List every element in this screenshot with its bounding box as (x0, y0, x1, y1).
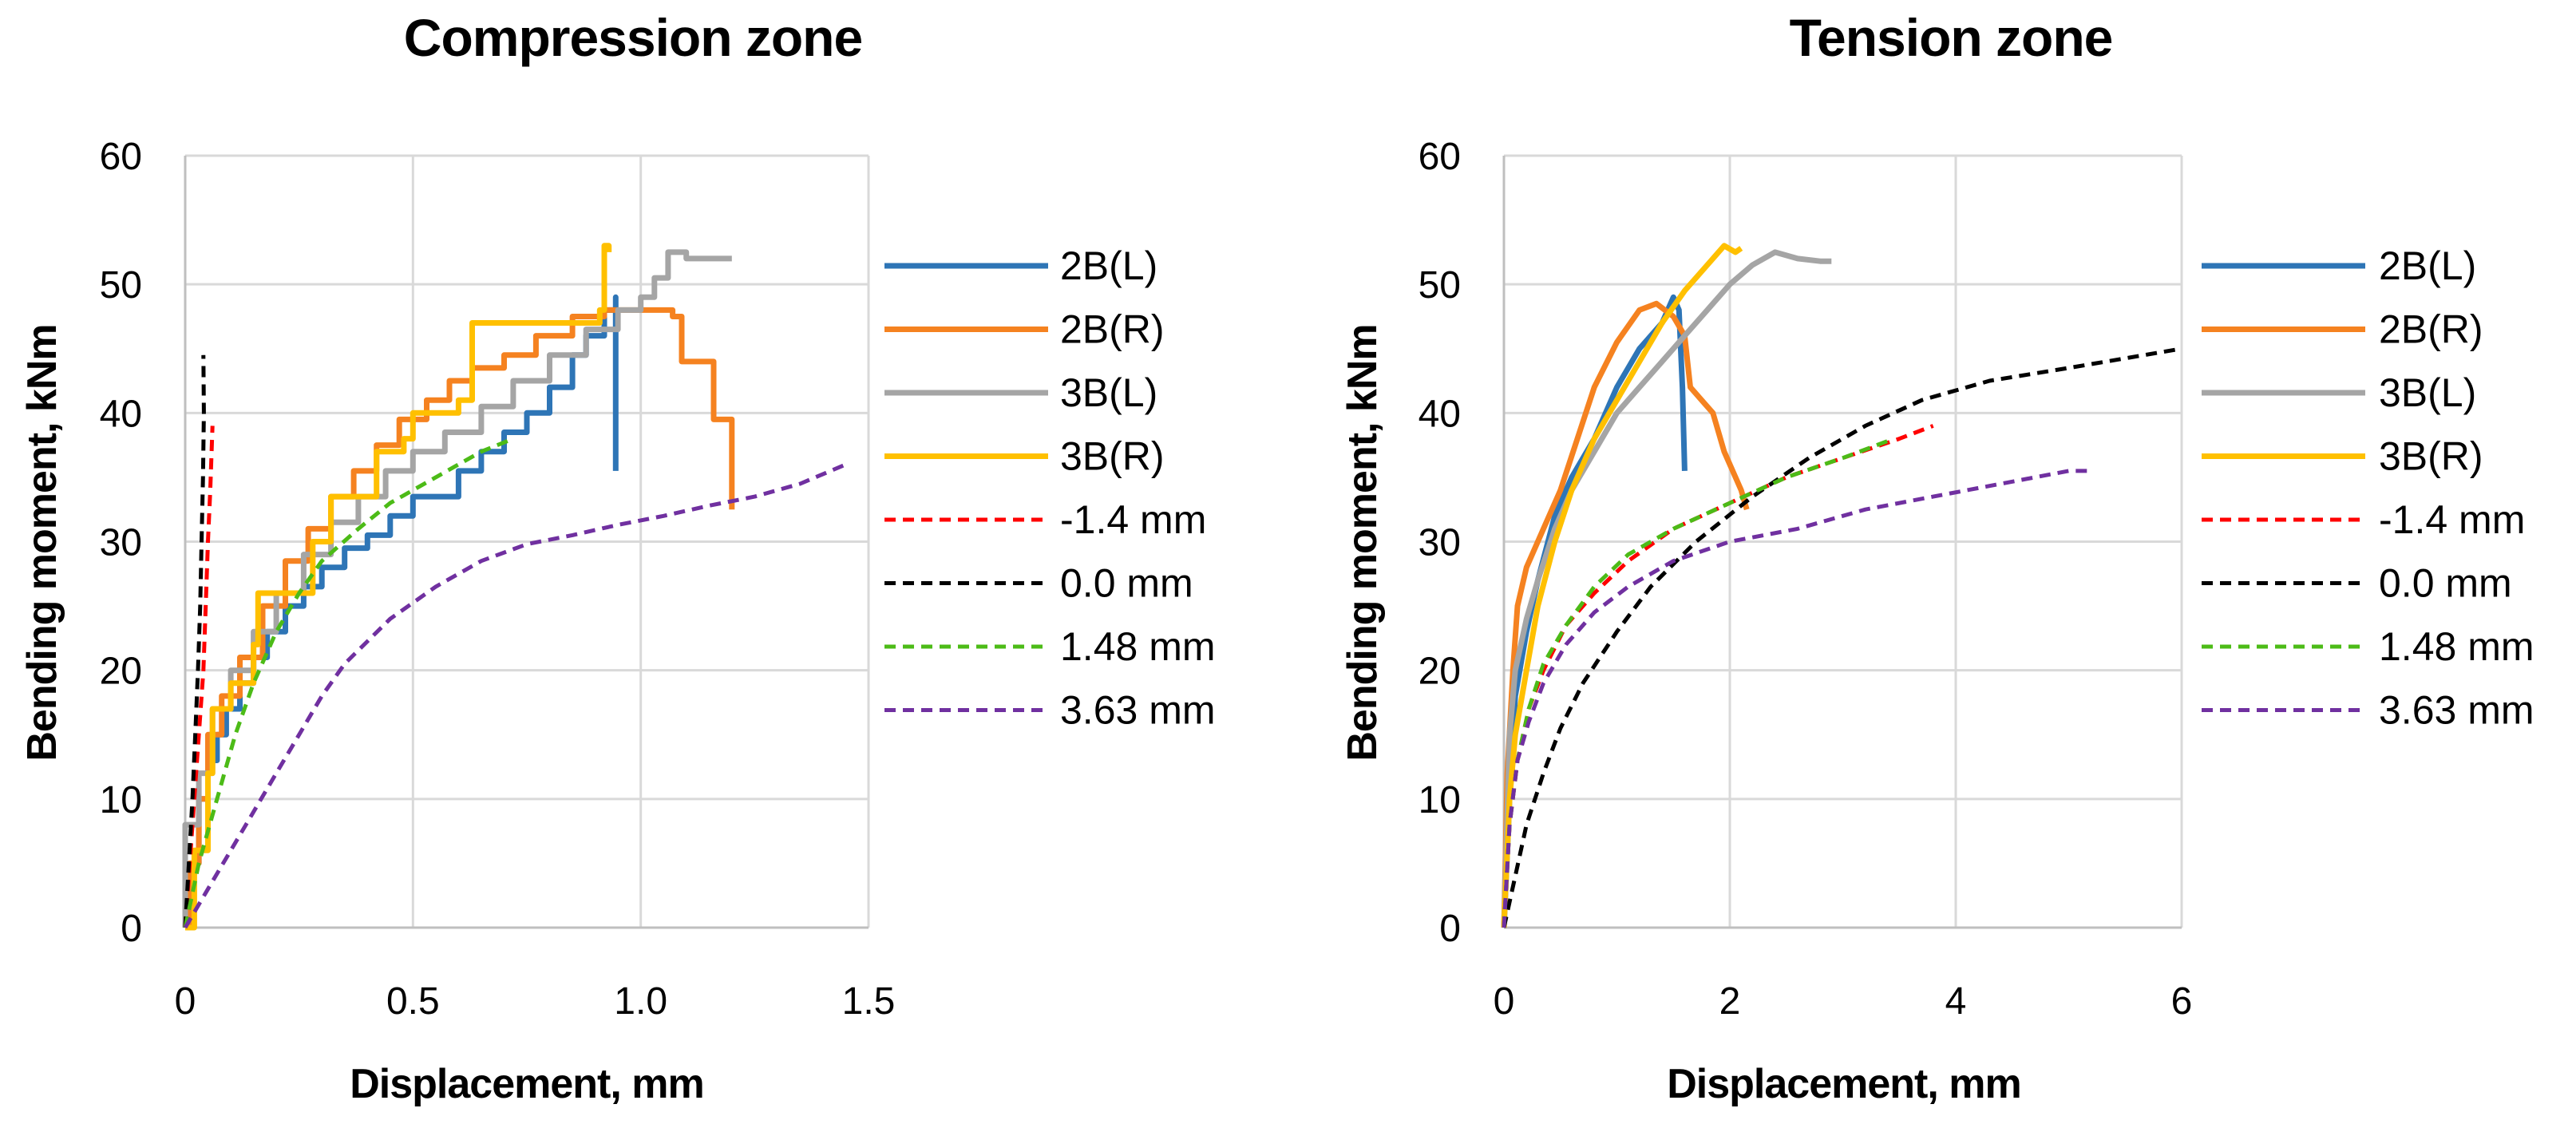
tension-legend-label-1p4mm: -1.4 mm (2379, 497, 2525, 542)
tension-legend-label-2bl: 2B(L) (2379, 243, 2476, 288)
tension-y-tick-label: 10 (1419, 779, 1461, 821)
compression-y-tick-label: 10 (100, 779, 142, 821)
compression-legend-label-3p63mm: 3.63 mm (1060, 688, 1216, 733)
tension-series-line-3p63mm (1502, 469, 2091, 928)
compression-legend-label-1p48mm: 1.48 mm (1060, 624, 1216, 669)
compression-y-tick-label: 40 (100, 393, 142, 435)
compression-x-tick-label: 0 (175, 980, 196, 1023)
tension-x-axis-title: Displacement, mm (1667, 1061, 2021, 1107)
compression-series-line-2br (185, 307, 735, 931)
tension-x-tick-label: 6 (2171, 980, 2193, 1023)
compression-y-axis-title: Bending moment, kNm (19, 324, 65, 761)
compression-legend-label-2br: 2B(R) (1060, 307, 1165, 352)
compression-series-line-1p48mm (183, 437, 514, 928)
tension-x-tick-label: 0 (1494, 980, 1515, 1023)
compression-series-line-3bl (182, 249, 732, 928)
tension-chart-title: Tension zone (1790, 8, 2113, 67)
tension-x-tick-label: 2 (1719, 980, 1741, 1023)
tension-legend-label-1p48mm: 1.48 mm (2379, 624, 2534, 669)
tension-series-line-0p0mm (1502, 346, 2182, 928)
compression-legend-label-2bl: 2B(L) (1060, 243, 1157, 288)
tension-y-tick-label: 20 (1419, 651, 1461, 693)
compression-series-line-3br (185, 243, 612, 931)
tension-y-tick-label: 40 (1419, 393, 1461, 435)
compression-x-axis-title: Displacement, mm (350, 1061, 704, 1107)
compression-y-tick-label: 50 (100, 264, 142, 307)
tension-legend-label-2br: 2B(R) (2379, 307, 2483, 352)
tension-y-tick-label: 50 (1419, 264, 1461, 307)
compression-x-tick-label: 1.5 (842, 980, 896, 1023)
compression-y-tick-label: 20 (100, 651, 142, 693)
compression-x-tick-label: 0.5 (386, 980, 440, 1023)
compression-series-line-1p4mm (183, 425, 215, 928)
tension-series-line-2br (1501, 300, 1750, 928)
tension-series-line-3bl (1501, 249, 1832, 928)
tension-legend-label-3bl: 3B(L) (2379, 370, 2476, 415)
compression-series-line-2bl (185, 294, 619, 931)
tension-y-tick-label: 30 (1419, 522, 1461, 564)
compression-legend-label-3br: 3B(R) (1060, 434, 1165, 479)
compression-series-line-0p0mm (183, 354, 206, 928)
tension-x-tick-label: 4 (1945, 980, 1967, 1023)
compression-y-tick-label: 30 (100, 522, 142, 564)
compression-series-line-3p63mm (183, 462, 847, 929)
tension-y-tick-label: 0 (1439, 908, 1461, 950)
compression-y-tick-label: 60 (100, 136, 142, 178)
tension-y-axis-title: Bending moment, kNm (1339, 324, 1386, 761)
compression-chart-title: Compression zone (404, 8, 862, 67)
compression-legend-label-0p0mm: 0.0 mm (1060, 561, 1193, 606)
tension-y-tick-label: 60 (1419, 136, 1461, 178)
tension-legend-label-0p0mm: 0.0 mm (2379, 561, 2512, 606)
tension-legend-label-3p63mm: 3.63 mm (2379, 688, 2534, 733)
compression-legend-label-1p4mm: -1.4 mm (1060, 497, 1206, 542)
compression-y-tick-label: 0 (121, 908, 142, 950)
compression-x-tick-label: 1.0 (614, 980, 667, 1023)
compression-legend-label-3bl: 3B(L) (1060, 370, 1157, 415)
tension-series-line-3br (1501, 243, 1743, 928)
tension-legend-label-3br: 3B(R) (2379, 434, 2483, 479)
